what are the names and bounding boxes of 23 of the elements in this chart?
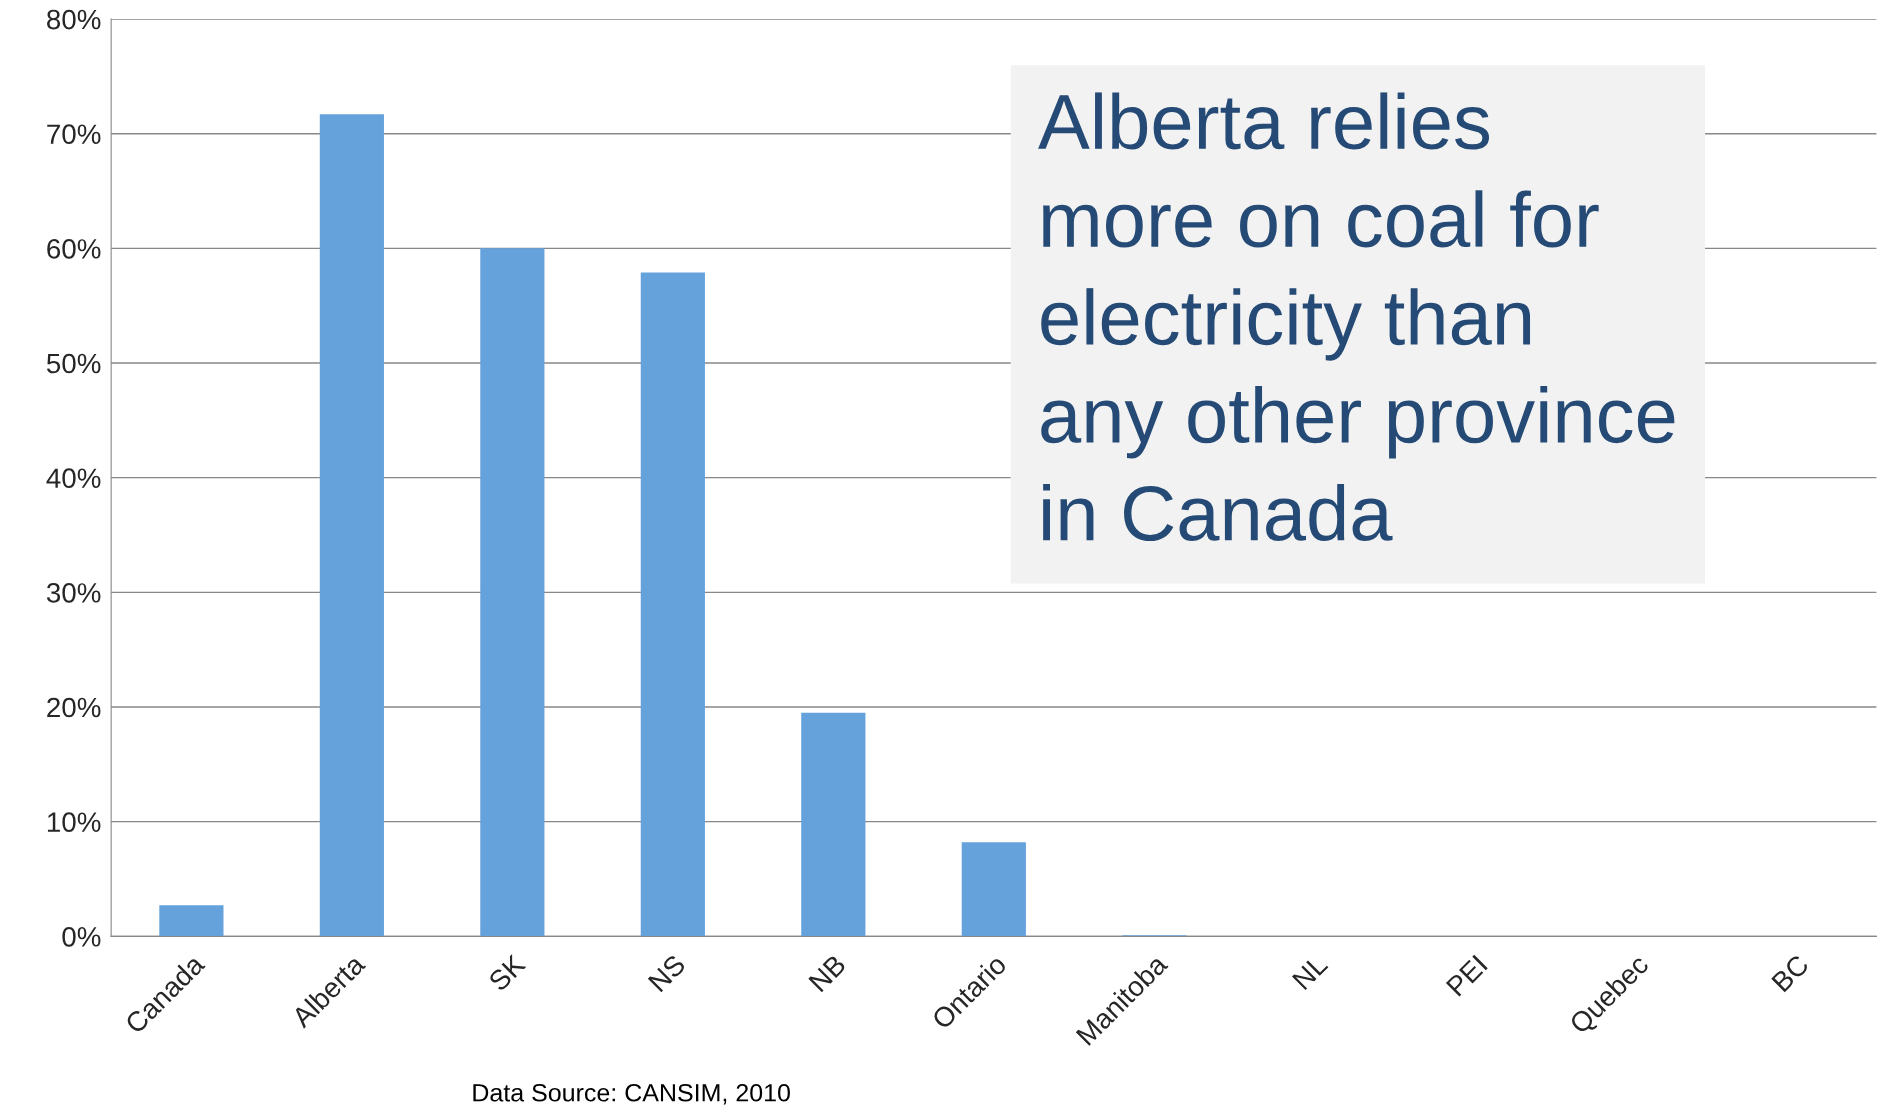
bar xyxy=(640,272,705,937)
x-tick-label: NL xyxy=(1292,953,1329,991)
bar xyxy=(480,248,545,937)
x-tick-label: NB xyxy=(808,954,847,993)
x-tick-label: NS xyxy=(647,953,687,993)
y-tick-label: 60% xyxy=(47,239,101,259)
bar xyxy=(961,842,1026,937)
y-tick-label: 70% xyxy=(47,124,101,145)
x-tick-label: BC xyxy=(1771,953,1810,993)
y-tick-label: 30% xyxy=(46,583,101,603)
y-tick-label: 50% xyxy=(46,353,101,374)
bar xyxy=(159,905,224,937)
annotation: Alberta relies more on coal for electricity than any other province in Canada xyxy=(1038,92,1675,542)
y-tick-label: 80% xyxy=(47,9,101,30)
bar xyxy=(319,114,384,937)
x-tick-label: PEI xyxy=(1445,954,1488,997)
source-note: Data Source: CANSIM, 2010 xyxy=(473,1083,790,1105)
y-tick-label: 10% xyxy=(47,812,101,832)
y-tick-label: 0% xyxy=(62,926,101,947)
x-tick-label: SK xyxy=(487,953,527,993)
bar xyxy=(801,712,866,937)
y-tick-label: 20% xyxy=(47,697,101,718)
y-tick-label: 40% xyxy=(46,468,101,489)
